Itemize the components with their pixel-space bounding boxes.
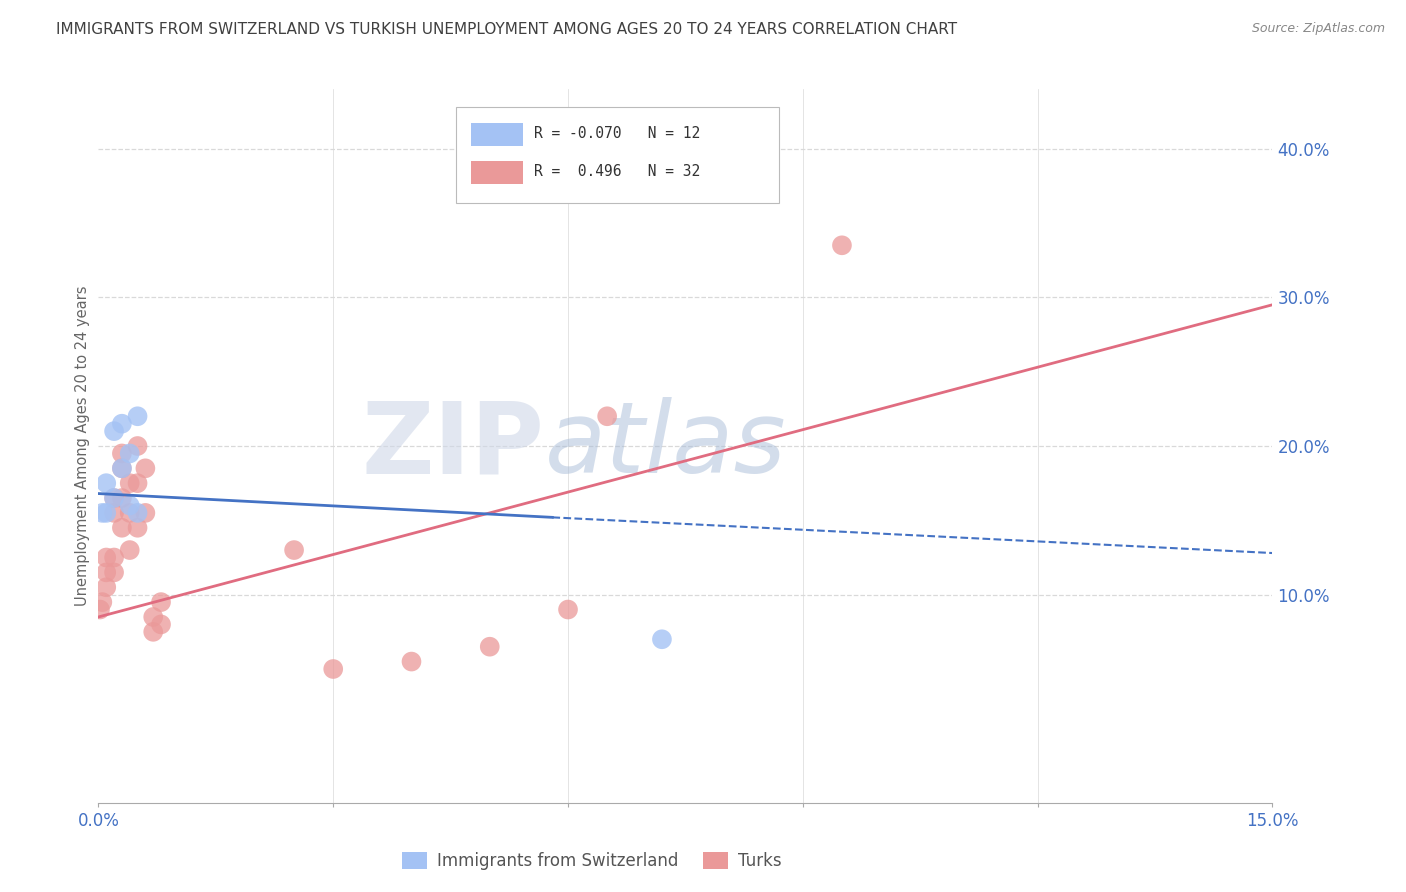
Point: [96, 566, 118, 580]
Point: [596, 409, 619, 424]
Point: [150, 617, 173, 632]
Point: [142, 624, 165, 639]
FancyBboxPatch shape: [471, 123, 523, 146]
Point: [103, 491, 125, 505]
Text: Source: ZipAtlas.com: Source: ZipAtlas.com: [1251, 22, 1385, 36]
Text: IMMIGRANTS FROM SWITZERLAND VS TURKISH UNEMPLOYMENT AMONG AGES 20 TO 24 YEARS CO: IMMIGRANTS FROM SWITZERLAND VS TURKISH U…: [56, 22, 957, 37]
Point: [111, 521, 134, 535]
Point: [150, 595, 173, 609]
FancyBboxPatch shape: [457, 107, 779, 203]
Point: [103, 566, 125, 580]
Point: [103, 550, 125, 565]
Point: [111, 446, 134, 460]
Text: R = -0.070   N = 12: R = -0.070 N = 12: [534, 126, 700, 141]
Point: [96, 506, 118, 520]
Point: [127, 439, 149, 453]
Point: [96, 476, 118, 491]
Point: [111, 461, 134, 475]
Point: [118, 476, 141, 491]
Text: atlas: atlas: [544, 398, 786, 494]
Point: [89, 602, 111, 616]
Point: [118, 506, 141, 520]
Point: [118, 543, 141, 558]
Point: [103, 506, 125, 520]
Point: [557, 602, 579, 616]
Point: [111, 491, 134, 505]
Point: [127, 476, 149, 491]
Point: [118, 499, 141, 513]
Point: [111, 417, 134, 431]
FancyBboxPatch shape: [471, 161, 523, 184]
Point: [478, 640, 501, 654]
Point: [127, 521, 149, 535]
Legend: Immigrants from Switzerland, Turks: Immigrants from Switzerland, Turks: [395, 845, 789, 877]
Point: [283, 543, 305, 558]
Point: [651, 632, 673, 647]
Point: [111, 461, 134, 475]
Point: [96, 550, 118, 565]
Point: [103, 424, 125, 438]
Point: [91, 506, 114, 520]
Point: [118, 446, 141, 460]
Text: ZIP: ZIP: [361, 398, 544, 494]
Point: [142, 610, 165, 624]
Point: [322, 662, 344, 676]
Point: [127, 409, 149, 424]
Point: [134, 461, 156, 475]
Text: R =  0.496   N = 32: R = 0.496 N = 32: [534, 164, 700, 178]
Point: [91, 595, 114, 609]
Point: [831, 238, 853, 252]
Y-axis label: Unemployment Among Ages 20 to 24 years: Unemployment Among Ages 20 to 24 years: [75, 285, 90, 607]
Point: [134, 506, 156, 520]
Point: [96, 580, 118, 594]
Point: [401, 655, 423, 669]
Point: [127, 506, 149, 520]
Point: [103, 491, 125, 505]
